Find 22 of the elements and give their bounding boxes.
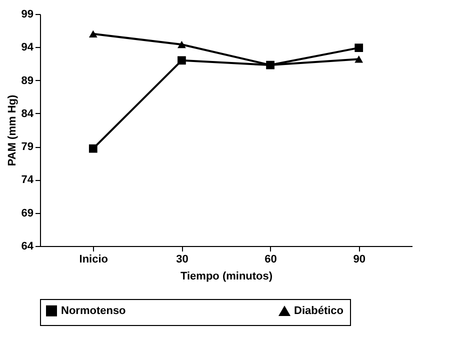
legend-label: Normotenso [61, 304, 126, 317]
y-tick-label: 89 [21, 74, 34, 87]
x-axis-title: Tiempo (minutos) [180, 270, 273, 282]
y-tick-label: 94 [21, 42, 34, 54]
y-tick-label: 84 [21, 108, 34, 120]
legend-label: Diabético [294, 305, 344, 318]
y-tick-label: 74 [21, 174, 34, 186]
y-tick-label: 99 [21, 8, 34, 20]
y-axis-title: PAM (mm Hg) [6, 94, 18, 166]
point [88, 30, 98, 38]
x-tick-label: Inicio [79, 254, 108, 266]
x-tick-label: 60 [264, 254, 277, 266]
point [178, 56, 186, 65]
point [178, 40, 186, 48]
x-tick-label: 90 [353, 254, 366, 266]
point [354, 55, 364, 63]
x-tick-label: 30 [176, 254, 188, 266]
point [88, 144, 98, 153]
y-tick-label: 64 [21, 240, 34, 252]
y-tick-label: 79 [21, 141, 34, 154]
point [354, 44, 364, 52]
y-tick-label: 69 [21, 207, 34, 220]
